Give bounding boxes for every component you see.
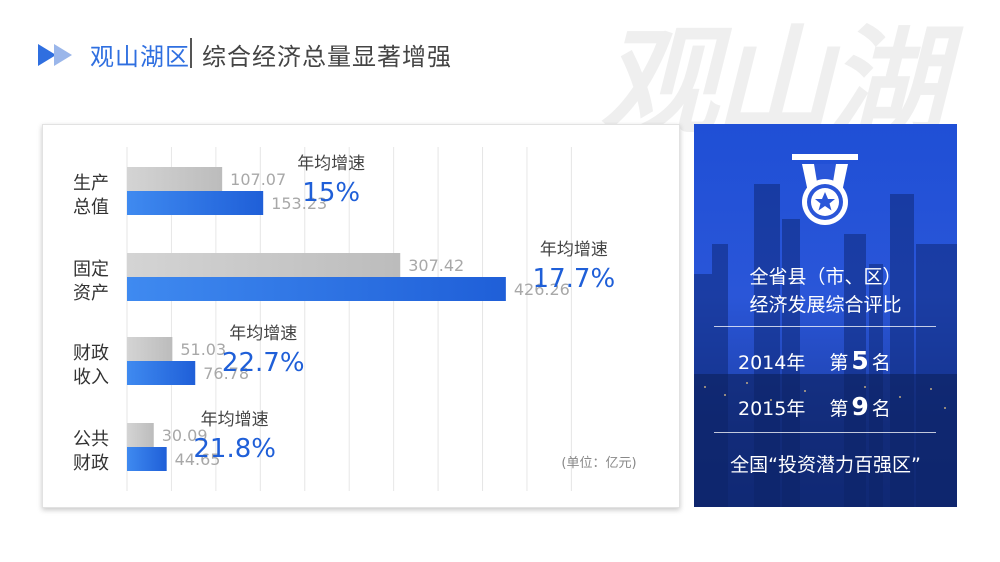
rank-row-2014: 2014年 第 5 名 — [738, 346, 891, 375]
divider — [714, 432, 936, 433]
category-label-line: 财政 — [73, 453, 109, 474]
category-label: 生产总值 — [73, 173, 109, 218]
chart-card: 生产总值 107.07 153.23 年均增速 15% 固定资产 307.42 426.26 年… — [42, 124, 680, 508]
rank-prefix: 第 — [829, 352, 849, 374]
data-label: 153.23 — [271, 194, 327, 213]
info-line-national-title: 全国“投资潜力百强区” — [730, 454, 921, 476]
category-label-line: 收入 — [73, 367, 109, 388]
category-label: 固定资产 — [73, 259, 109, 304]
growth-label: 年均增速 — [540, 240, 608, 260]
bar — [127, 253, 401, 277]
category-label-line: 财政 — [73, 343, 109, 364]
category-label-line: 公共 — [73, 429, 109, 450]
category-label-line: 固定 — [73, 259, 109, 280]
header-separator — [190, 38, 192, 68]
rank-year: 2015年 — [738, 398, 806, 420]
growth-label: 年均增速 — [201, 410, 269, 430]
medal-icon — [792, 154, 858, 225]
page-title: 观山湖区 — [90, 43, 190, 71]
page-subtitle: 综合经济总量显著增强 — [202, 43, 452, 71]
bar — [127, 361, 196, 385]
category-label: 财政收入 — [73, 343, 109, 388]
bar — [127, 277, 506, 301]
bar — [127, 191, 264, 215]
info-card: 全省县（市、区） 经济发展综合评比 2014年第 5 名 2015年第 9 名 全国“投… — [694, 124, 957, 507]
growth-value: 22.7% — [222, 348, 305, 378]
city-skyline-background — [694, 184, 957, 507]
divider — [714, 326, 936, 327]
bar-chart: 生产总值 107.07 153.23 年均增速 15% 固定资产 307.42 426.26 年… — [73, 147, 637, 491]
rank-suffix: 名 — [871, 398, 891, 420]
category-label: 公共财政 — [73, 429, 109, 474]
info-line-ranking-name: 经济发展综合评比 — [749, 294, 902, 316]
rank-suffix: 名 — [871, 352, 891, 374]
data-label: 44.65 — [175, 450, 221, 469]
rank-year: 2014年 — [738, 352, 806, 374]
data-label: 426.26 — [514, 280, 570, 299]
data-label: 30.09 — [162, 426, 208, 445]
bar — [127, 423, 154, 447]
bar — [127, 337, 173, 361]
growth-label: 年均增速 — [297, 154, 365, 174]
data-label: 51.03 — [180, 340, 226, 359]
growth-label: 年均增速 — [229, 324, 297, 344]
data-label: 307.42 — [408, 256, 464, 275]
rank-prefix: 第 — [829, 398, 849, 420]
category-label-line: 总值 — [73, 197, 109, 218]
bar — [127, 447, 167, 471]
rank-number: 5 — [851, 346, 869, 375]
bar — [127, 167, 223, 191]
info-line-ranking-scope: 全省县（市、区） — [749, 266, 902, 288]
header-arrow-icon — [38, 44, 72, 66]
data-label: 107.07 — [230, 170, 286, 189]
category-label-line: 生产 — [73, 173, 109, 194]
rank-number: 9 — [851, 392, 869, 421]
unit-note: (单位：亿元) — [561, 456, 636, 471]
growth-value: 15% — [302, 178, 360, 208]
growth-value: 17.7% — [533, 264, 616, 294]
rank-row-2015: 2015年 第 9 名 — [738, 392, 891, 421]
data-label: 76.78 — [203, 364, 249, 383]
category-label-line: 资产 — [73, 283, 109, 304]
growth-value: 21.8% — [193, 434, 276, 464]
